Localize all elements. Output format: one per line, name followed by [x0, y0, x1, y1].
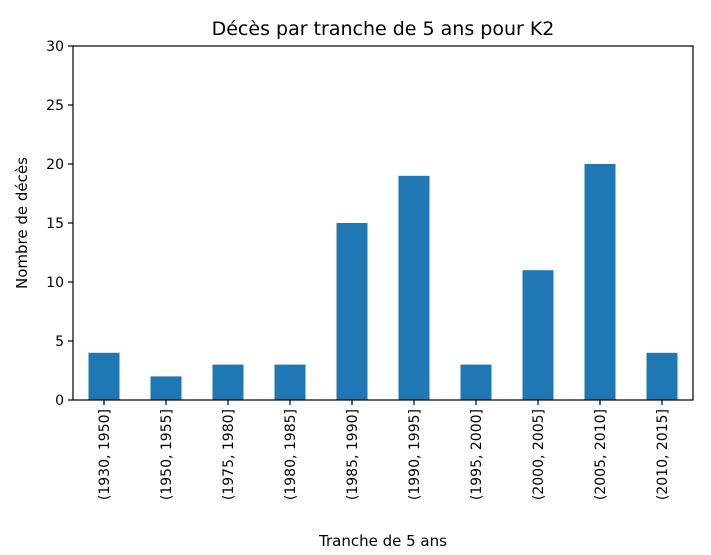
x-tick-label: (1975, 1980]: [221, 409, 237, 500]
x-axis-label: Tranche de 5 ans: [318, 532, 447, 550]
x-tick-label: (1985, 1990]: [345, 409, 361, 500]
x-axis: (1930, 1950] (1950, 1955] (1975, 1980] (198…: [97, 400, 671, 500]
y-tick-label: 20: [46, 157, 64, 173]
y-tick-label: 10: [46, 275, 64, 291]
x-tick-label: (2005, 2010]: [593, 409, 609, 500]
plot-frame: [72, 45, 694, 401]
bar-3: [274, 364, 306, 400]
y-tick-label: 25: [46, 98, 64, 114]
bar-5: [398, 175, 430, 400]
bar-4: [336, 223, 368, 400]
y-axis-label: Nombre de décès: [13, 157, 31, 289]
chart-title: Décès par tranche de 5 ans pour K2: [212, 18, 555, 40]
bars-group: [88, 164, 678, 400]
y-tick-label: 5: [55, 334, 64, 350]
x-tick-label: (1950, 1955]: [159, 409, 175, 500]
bar-6: [460, 364, 492, 400]
bar-9: [646, 352, 678, 400]
y-tick-label: 30: [46, 39, 64, 55]
x-tick-label: (2010, 2015]: [655, 409, 671, 500]
x-tick-label: (1990, 1995]: [407, 409, 423, 500]
x-tick-label: (1930, 1950]: [97, 409, 113, 500]
x-tick-label: (1995, 2000]: [469, 409, 485, 500]
bar-0: [88, 352, 120, 400]
bar-2: [212, 364, 244, 400]
bar-1: [150, 376, 182, 400]
x-tick-label: (2000, 2005]: [531, 409, 547, 500]
x-tick-label: (1980, 1985]: [283, 409, 299, 500]
bar-8: [584, 164, 616, 400]
y-tick-label: 15: [46, 216, 64, 232]
bar-7: [522, 270, 554, 400]
y-axis: 0 5 10 15 20 25 30: [46, 39, 73, 409]
y-tick-label: 0: [55, 393, 64, 409]
